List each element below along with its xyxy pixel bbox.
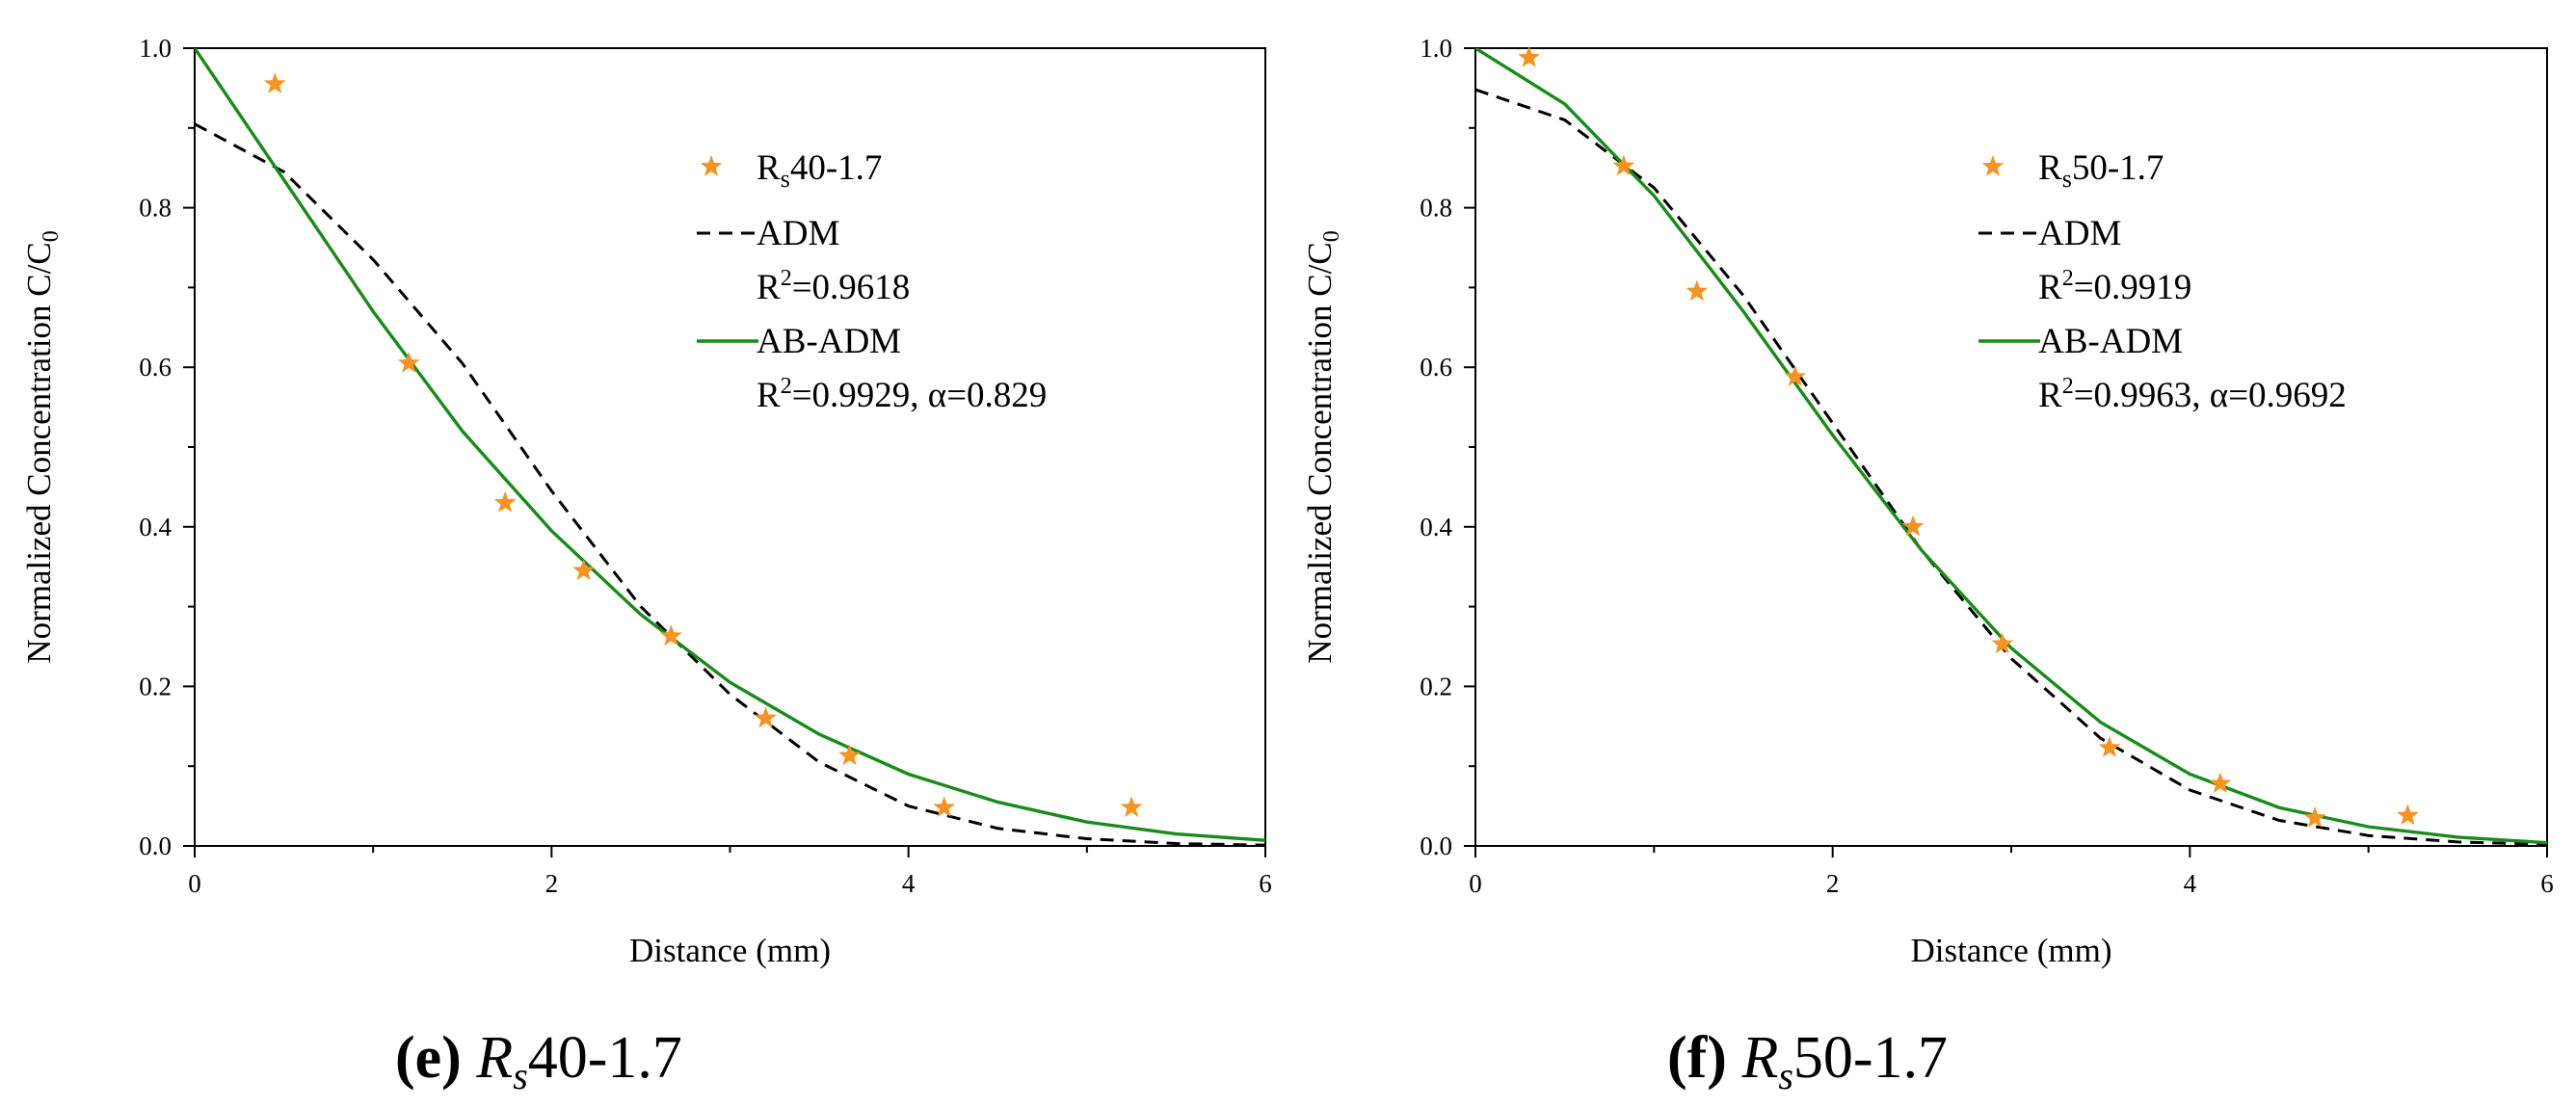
legend-data-rest: 50-1.7 (2072, 148, 2164, 188)
caption-sub: s (1778, 1054, 1793, 1097)
x-tick-label: 6 (2540, 869, 2554, 898)
data-point (2303, 806, 2326, 828)
legend-data-rest: 40-1.7 (790, 148, 883, 188)
legend-ab-adm-r2-prefix: R (2038, 376, 2062, 415)
x-tick-label: 4 (902, 869, 916, 898)
y-tick-label: 0.4 (1420, 513, 1452, 541)
y-tick-label: 1.0 (1420, 34, 1452, 63)
y-axis-label: Normalized Concentration C/C0 (20, 230, 64, 663)
x-tick-label: 4 (2184, 869, 2197, 898)
adm-curve (1475, 88, 2547, 846)
y-tick-label: 1.0 (139, 34, 172, 63)
y-axis-label-sub: 0 (1319, 230, 1344, 242)
panel-caption: (e) Rs40-1.7 (395, 1025, 682, 1097)
legend-adm-r2-rest: =0.9919 (2074, 268, 2192, 307)
data-point (2397, 804, 2419, 826)
legend-adm-label: ADM (2038, 214, 2121, 253)
data-point (1686, 279, 1709, 302)
y-tick-label: 0.0 (1420, 831, 1452, 860)
data-point (933, 796, 956, 817)
adm-curve (195, 122, 1265, 846)
data-point (1518, 45, 1541, 67)
legend-ab-adm-r2-rest: =0.9929, α=0.829 (792, 376, 1048, 415)
x-tick-label: 2 (1826, 869, 1840, 898)
y-tick-label: 0.2 (1420, 672, 1452, 700)
legend-data-label: Rs50-1.7 (2038, 148, 2164, 193)
data-point (2098, 736, 2121, 757)
y-tick-label: 0.2 (139, 672, 172, 700)
y-axis-label: Normalized Concentration C/C0 (1301, 230, 1344, 663)
data-point (493, 490, 517, 513)
caption-rest: 50-1.7 (1793, 1025, 1948, 1091)
ab-adm-curve (1475, 48, 2547, 845)
legend-adm-r2-prefix: R (2038, 268, 2062, 307)
x-tick-label: 6 (1259, 869, 1272, 898)
legend-adm-label: ADM (757, 214, 839, 253)
legend-star-symbol (700, 155, 723, 176)
legend-adm-r2: R2=0.9618 (757, 266, 910, 307)
plot-frame (194, 47, 1266, 847)
legend-data-main: R (757, 148, 781, 188)
x-axis-label: Distance (mm) (1911, 932, 2112, 969)
legend-ab-adm-label: AB-ADM (2038, 322, 2183, 361)
caption-sub: s (513, 1054, 528, 1097)
legend-data-label: Rs40-1.7 (757, 148, 882, 193)
data-point (263, 72, 286, 93)
y-tick-label: 0.6 (1420, 353, 1452, 382)
panel-caption: (f) Rs50-1.7 (1667, 1025, 1948, 1097)
y-axis-label-sub: 0 (39, 230, 64, 242)
legend-ab-adm-r2-sup: 2 (781, 374, 792, 399)
legend-ab-adm-r2: R2=0.9929, α=0.829 (757, 374, 1047, 415)
data-point (397, 352, 420, 373)
data-point (1784, 365, 1807, 386)
y-tick-label: 0.8 (1420, 194, 1452, 223)
legend-adm-r2-sup: 2 (781, 266, 792, 291)
y-tick-label: 0.0 (139, 831, 172, 860)
legend-data-main: R (2038, 148, 2062, 188)
data-point (1120, 796, 1143, 817)
data-point (572, 559, 596, 581)
chart-panel-0: 0 2 4 6 0.0 0.2 0.4 0.6 0.8 1.0 Distance (mm) Norma… (20, 34, 1272, 1097)
data-point (1901, 514, 1925, 537)
y-tick-label: 0.4 (139, 513, 172, 541)
caption-letter: (e) (395, 1025, 462, 1091)
legend-ab-adm-r2-prefix: R (757, 376, 781, 415)
legend-ab-adm-r2-sup: 2 (2062, 374, 2074, 399)
data-point (755, 706, 777, 728)
legend-adm-r2-sup: 2 (2062, 266, 2074, 291)
ab-adm-curve (195, 48, 1265, 842)
legend-ab-adm-r2-rest: =0.9963, α=0.9692 (2074, 376, 2347, 415)
data-point (2209, 772, 2232, 794)
caption-space (1727, 1025, 1742, 1091)
y-axis-label-main: Normalized Concentration C/C (1301, 242, 1339, 663)
caption-letter: (f) (1667, 1025, 1727, 1091)
legend-ab-adm-label: AB-ADM (757, 322, 901, 361)
y-tick-label: 0.8 (139, 194, 172, 223)
y-tick-label: 0.6 (139, 353, 172, 382)
legend-adm-r2-prefix: R (757, 268, 781, 307)
legend-star-symbol (1981, 155, 2005, 176)
data-point (659, 624, 682, 646)
x-tick-label: 0 (188, 869, 201, 898)
x-tick-label: 2 (545, 869, 559, 898)
x-axis-label: Distance (mm) (629, 932, 831, 969)
caption-rest: 40-1.7 (528, 1025, 682, 1091)
legend-data-sub: s (781, 165, 790, 193)
legend-adm-r2-rest: =0.9618 (792, 268, 911, 307)
data-point (1612, 154, 1635, 176)
legend-data-sub: s (2062, 165, 2072, 193)
data-point (1991, 632, 2014, 654)
plot-frame (1474, 47, 2548, 847)
data-point (838, 744, 861, 766)
legend-adm-r2: R2=0.9919 (2038, 266, 2191, 307)
x-tick-label: 0 (1469, 869, 1482, 898)
caption-italic: R (475, 1025, 513, 1091)
chart-panel-1: 0 2 4 6 0.0 0.2 0.4 0.6 0.8 1.0 Distance (mm) Norma… (1301, 34, 2554, 1097)
legend-ab-adm-r2: R2=0.9963, α=0.9692 (2038, 374, 2347, 415)
y-axis-label-main: Normalized Concentration C/C (20, 242, 58, 663)
caption-space (462, 1025, 477, 1091)
caption-italic: R (1740, 1025, 1778, 1091)
